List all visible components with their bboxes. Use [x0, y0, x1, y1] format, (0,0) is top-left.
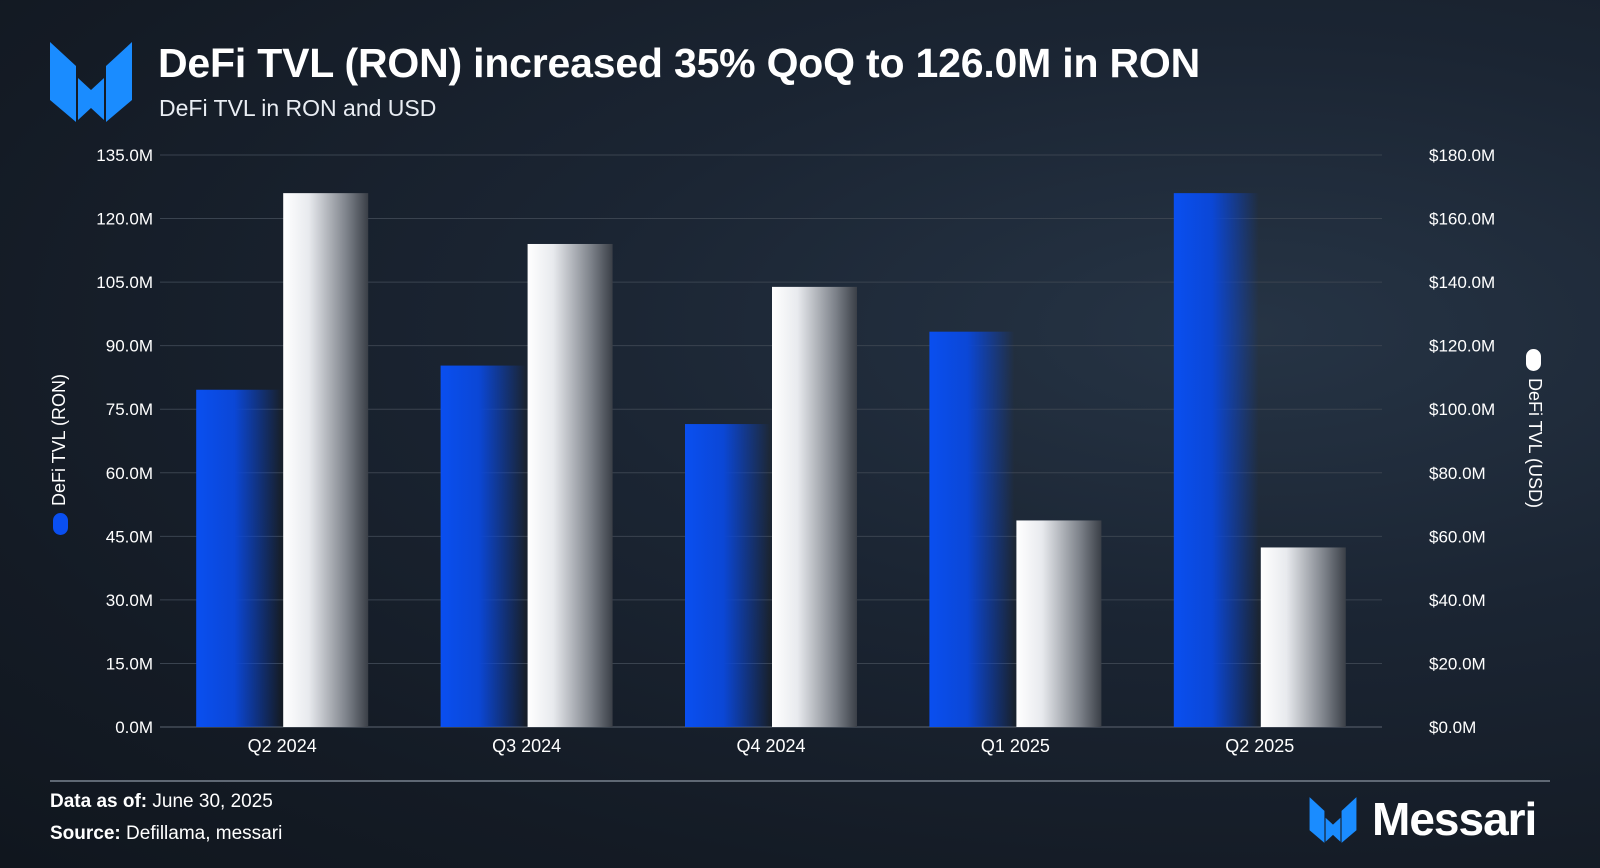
messari-logo-icon — [50, 42, 132, 122]
left-tick-label: 60.0M — [106, 464, 153, 483]
bar-chart: 0.0M 15.0M 30.0M 45.0M 60.0M 75.0M 90.0M 105.0M… — [49, 146, 1545, 756]
bar-usd — [527, 243, 613, 727]
bar-usd — [283, 193, 369, 728]
x-tick-label: Q2 2025 — [1225, 736, 1294, 756]
left-tick-label: 75.0M — [106, 400, 153, 419]
data-as-of: Data as of: June 30, 2025 — [50, 791, 273, 813]
left-tick-label: 45.0M — [106, 527, 153, 546]
left-tick-label: 90.0M — [106, 337, 153, 356]
bar-ron — [196, 389, 282, 727]
right-tick-label: $180.0M — [1429, 146, 1495, 165]
bar-usd — [1016, 520, 1102, 727]
bar-usd — [772, 286, 857, 727]
bar-usd — [1260, 547, 1346, 727]
source-value: Defillama, messari — [120, 823, 283, 844]
bar-ron — [685, 424, 770, 727]
messari-logo-icon — [1309, 797, 1357, 843]
x-tick-label: Q2 2024 — [248, 736, 317, 756]
bars — [196, 193, 1346, 728]
x-tick-label: Q4 2024 — [736, 736, 805, 756]
source-label: Source: — [50, 823, 121, 844]
brand-name: Messari — [1372, 793, 1537, 845]
right-axis-ticks: $0.0M $20.0M $40.0M $60.0M $80.0M $100.0M $120… — [1429, 146, 1495, 737]
right-axis-label: DeFi TVL (USD) — [1525, 378, 1545, 508]
right-axis-title: DeFi TVL (USD) — [1525, 349, 1545, 508]
data-as-of-label: Data as of: — [50, 791, 148, 812]
chart-subtitle: DeFi TVL in RON and USD — [159, 95, 437, 121]
x-tick-label: Q1 2025 — [981, 736, 1050, 756]
right-tick-label: $80.0M — [1429, 464, 1486, 483]
blue-pill-icon — [53, 513, 68, 535]
chart-title: DeFi TVL (RON) increased 35% QoQ to 126.… — [158, 40, 1201, 86]
right-tick-label: $100.0M — [1429, 400, 1495, 419]
left-tick-label: 120.0M — [96, 210, 153, 229]
data-as-of-value: June 30, 2025 — [147, 791, 273, 812]
bar-ron — [929, 331, 1015, 727]
bar-ron — [440, 365, 526, 727]
left-axis-label: DeFi TVL (RON) — [49, 374, 69, 506]
x-axis-ticks: Q2 2024 Q3 2024 Q4 2024 Q1 2025 Q2 2025 — [248, 736, 1295, 756]
footer-divider — [50, 780, 1550, 782]
left-tick-label: 105.0M — [96, 273, 153, 292]
left-axis-ticks: 0.0M 15.0M 30.0M 45.0M 60.0M 75.0M 90.0M 105.0M… — [96, 146, 153, 737]
left-tick-label: 15.0M — [106, 654, 153, 673]
right-tick-label: $0.0M — [1429, 718, 1476, 737]
right-tick-label: $160.0M — [1429, 210, 1495, 229]
right-tick-label: $140.0M — [1429, 273, 1495, 292]
bar-ron — [1173, 193, 1259, 728]
messari-brand: Messari — [1308, 792, 1558, 848]
left-tick-label: 0.0M — [115, 718, 153, 737]
right-tick-label: $40.0M — [1429, 591, 1486, 610]
right-tick-label: $120.0M — [1429, 337, 1495, 356]
right-tick-label: $60.0M — [1429, 527, 1486, 546]
left-tick-label: 135.0M — [96, 146, 153, 165]
right-tick-label: $20.0M — [1429, 654, 1486, 673]
left-tick-label: 30.0M — [106, 591, 153, 610]
source-line: Source: Defillama, messari — [50, 823, 282, 845]
white-pill-icon — [1526, 349, 1541, 371]
x-tick-label: Q3 2024 — [492, 736, 561, 756]
left-axis-title: DeFi TVL (RON) — [49, 374, 69, 535]
